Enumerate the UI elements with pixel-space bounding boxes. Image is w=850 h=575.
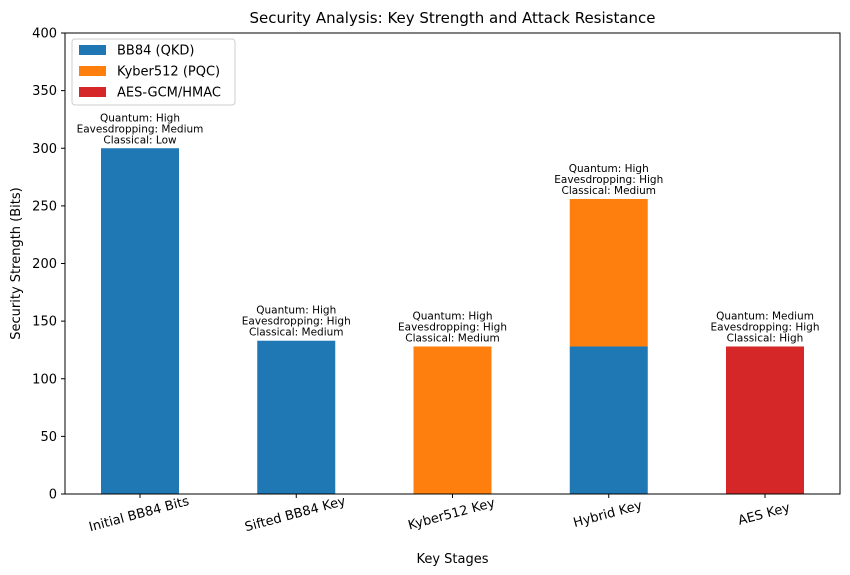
y-tick-label-1: 50: [40, 430, 57, 445]
annotation-0-line-2: Classical: Low: [103, 134, 177, 146]
x-tick-label-4: AES Key: [737, 500, 792, 528]
x-axis-label: Key Stages: [416, 552, 488, 567]
bar-4-series-2: [726, 346, 804, 494]
annotation-1-line-0: Quantum: High: [256, 305, 336, 317]
x-tick-label-2: Kyber512 Key: [406, 496, 497, 534]
x-tick-label-0: Initial BB84 Bits: [87, 494, 191, 535]
y-tick-label-3: 150: [32, 315, 57, 330]
legend-swatch-0: [79, 45, 106, 55]
y-tick-label-0: 0: [49, 488, 57, 503]
legend-box: [71, 38, 236, 106]
annotation-2-line-2: Classical: Medium: [405, 332, 500, 344]
x-tick-label-3: Hybrid Key: [572, 498, 644, 531]
chart-title: Security Analysis: Key Strength and Atta…: [249, 9, 655, 27]
bar-0-series-0: [101, 148, 179, 494]
y-tick-label-8: 400: [32, 27, 57, 42]
y-tick-label-5: 250: [32, 199, 57, 214]
annotation-0-line-0: Quantum: High: [100, 112, 180, 124]
bars-group: [101, 148, 804, 494]
y-axis: 0 50 100 150 200 250 300 350 400: [32, 27, 65, 503]
legend-label-0: BB84 (QKD): [117, 44, 194, 59]
annotation-3-line-1: Eavesdropping: High: [554, 174, 663, 186]
y-tick-label-2: 100: [32, 372, 57, 387]
y-axis-label: Security Strength (Bits): [9, 187, 24, 339]
bar-3-series-1: [569, 198, 648, 347]
legend-swatch-2: [79, 87, 106, 97]
annotation-2-line-0: Quantum: High: [412, 310, 492, 322]
annotation-4-line-1: Eavesdropping: High: [711, 321, 820, 333]
annotation-3-line-0: Quantum: High: [569, 163, 649, 175]
plot-frame: [64, 32, 841, 495]
annotation-1-line-2: Classical: Medium: [249, 327, 344, 339]
y-tick-label-6: 300: [32, 142, 57, 157]
annotation-1-line-1: Eavesdropping: High: [242, 316, 351, 328]
legend: BB84 (QKD) Kyber512 (PQC) AES-GCM/HMAC: [71, 38, 236, 106]
annotation-4-line-0: Quantum: Medium: [716, 310, 814, 322]
annotation-3-line-2: Classical: Medium: [561, 185, 656, 197]
x-axis: Initial BB84 Bits Sifted BB84 Key Kyber512…: [87, 494, 792, 535]
legend-label-1: Kyber512 (PQC): [117, 65, 220, 80]
x-tick-label-1: Sifted BB84 Key: [243, 494, 347, 535]
bar-2-series-1: [413, 346, 492, 494]
y-tick-label-4: 200: [32, 257, 57, 272]
legend-label-2: AES-GCM/HMAC: [117, 86, 221, 101]
bar-1-series-0: [257, 340, 336, 494]
annotation-2-line-1: Eavesdropping: High: [398, 321, 507, 333]
annotation-4-line-2: Classical: High: [727, 332, 804, 344]
y-tick-label-7: 350: [32, 84, 57, 99]
bar-3-series-0: [569, 346, 648, 494]
legend-swatch-1: [79, 66, 106, 76]
annotation-0-line-1: Eavesdropping: Medium: [77, 123, 204, 135]
